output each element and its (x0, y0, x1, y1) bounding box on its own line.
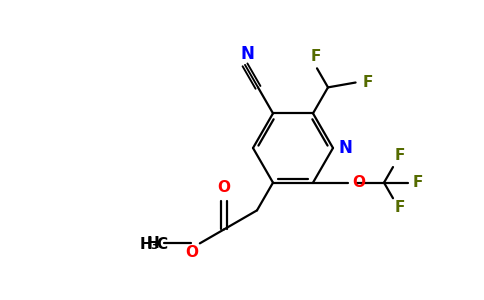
Text: H: H (139, 237, 152, 252)
Text: N: N (240, 45, 254, 63)
Text: H: H (147, 236, 160, 251)
Text: N: N (338, 139, 352, 157)
Text: C: C (156, 237, 167, 252)
Text: F: F (395, 200, 406, 215)
Text: F: F (363, 75, 373, 90)
Text: O: O (352, 175, 365, 190)
Text: F: F (395, 148, 406, 163)
Text: F: F (311, 49, 321, 64)
Text: 3: 3 (150, 242, 158, 251)
Text: O: O (218, 180, 230, 195)
Text: O: O (185, 245, 198, 260)
Text: F: F (413, 175, 424, 190)
